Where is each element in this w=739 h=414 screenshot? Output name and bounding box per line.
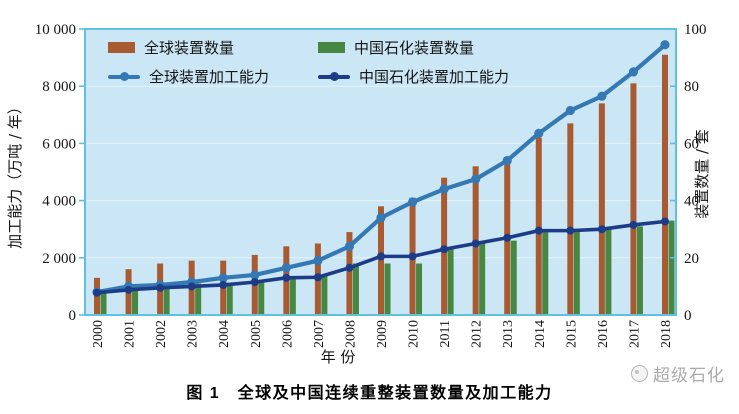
legend-item-sinopec-capacity: 中国石化装置加工能力: [318, 66, 509, 87]
svg-text:2008: 2008: [343, 320, 358, 348]
svg-text:2009: 2009: [375, 320, 390, 348]
legend-swatch-sinopec-units: [318, 42, 345, 53]
svg-text:2005: 2005: [249, 320, 264, 348]
svg-text:2013: 2013: [501, 320, 516, 348]
legend-item-sinopec-units: 中国石化装置数量: [318, 37, 509, 58]
figure-caption: 图 1 全球及中国连续重整装置数量及加工能力: [186, 385, 553, 402]
legend-line-marker-icon: [108, 72, 140, 81]
legend-item-global-capacity: 全球装置加工能力: [108, 66, 318, 87]
svg-text:2010: 2010: [407, 320, 422, 348]
svg-text:40: 40: [684, 194, 699, 210]
x-axis-title: 年 份: [321, 348, 356, 366]
svg-text:2 000: 2 000: [42, 251, 76, 267]
legend-label-global-capacity: 全球装置加工能力: [149, 69, 270, 86]
chart-legend: 全球装置数量 中国石化装置数量 全球装置加工能力 中国石化装置加工能力: [108, 37, 509, 87]
legend-swatch-global-units: [108, 42, 135, 53]
svg-text:2016: 2016: [596, 320, 611, 348]
svg-text:10 000: 10 000: [35, 22, 76, 38]
line-series-0: [92, 40, 670, 297]
svg-text:2002: 2002: [154, 320, 169, 348]
svg-text:100: 100: [684, 22, 707, 38]
svg-text:6 000: 6 000: [42, 136, 76, 152]
svg-text:60: 60: [684, 136, 699, 152]
svg-text:2012: 2012: [470, 320, 485, 348]
svg-text:20: 20: [684, 251, 699, 267]
svg-text:8 000: 8 000: [42, 79, 76, 95]
svg-text:2001: 2001: [123, 320, 138, 348]
svg-text:2018: 2018: [659, 320, 674, 348]
svg-text:2011: 2011: [438, 320, 453, 347]
chart-canvas: 0 2 000 4 000 6 000 8 000 10 000 0 20 40 60 80 100 2…: [6, 22, 711, 366]
x-axis: 2000 2001 2002 2003 2004 2005 2006 2007 2008 2009…: [91, 320, 674, 348]
svg-text:2000: 2000: [91, 320, 106, 348]
svg-text:2007: 2007: [312, 320, 327, 348]
right-axis: 0 20 40 60 80 100: [670, 22, 707, 324]
legend-label-sinopec-units: 中国石化装置数量: [354, 40, 475, 57]
plot-frame: [84, 28, 677, 316]
svg-text:2006: 2006: [280, 320, 295, 348]
svg-text:2004: 2004: [217, 320, 232, 348]
svg-text:0: 0: [69, 308, 77, 324]
left-axis-title: 加工能力（万吨 / 年）: [6, 99, 24, 249]
svg-text:4 000: 4 000: [42, 194, 76, 210]
legend-label-sinopec-capacity: 中国石化装置加工能力: [359, 69, 510, 86]
svg-text:2003: 2003: [186, 320, 201, 348]
bar-series-1: [100, 220, 675, 315]
legend-label-global-units: 全球装置数量: [144, 40, 235, 57]
left-axis: 0 2 000 4 000 6 000 8 000 10 000: [35, 22, 85, 324]
svg-text:2017: 2017: [627, 320, 642, 348]
legend-item-global-units: 全球装置数量: [108, 37, 318, 58]
watermark-text: 超级石化: [653, 366, 725, 385]
line-series-1: [93, 217, 669, 297]
svg-text:2015: 2015: [564, 320, 579, 348]
right-axis-title: 装置数量 / 套: [693, 129, 711, 219]
watermark: 超级石化: [631, 361, 725, 386]
svg-text:80: 80: [684, 79, 699, 95]
watermark-logo-icon: [631, 365, 648, 382]
svg-text:2014: 2014: [533, 320, 548, 348]
legend-line-marker-icon: [318, 72, 350, 81]
svg-text:0: 0: [684, 308, 692, 324]
